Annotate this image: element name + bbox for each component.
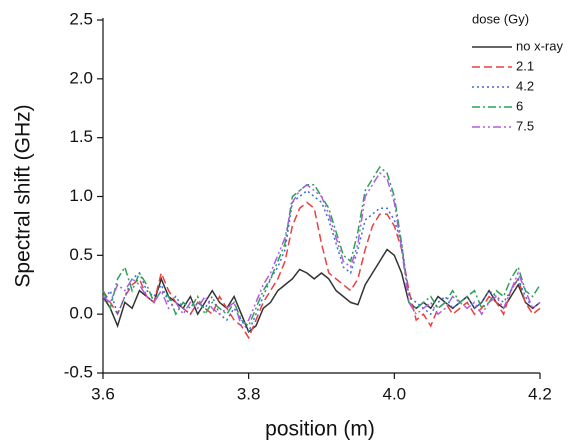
y-tick-label: 1.5 (69, 127, 93, 146)
y-tick-label: 2.5 (69, 9, 93, 28)
series-line (102, 165, 541, 328)
legend-label: no x-ray (516, 38, 563, 53)
legend-label: 7.5 (516, 118, 534, 133)
legend-label: 4.2 (516, 78, 534, 93)
y-axis-label: Spectral shift (GHz) (12, 104, 35, 287)
y-tick-label: -0.5 (64, 362, 93, 381)
x-tick-label: 3.6 (91, 384, 115, 403)
y-tick-label: 1.0 (69, 186, 93, 205)
series-line (102, 171, 541, 328)
x-axis-label: position (m) (265, 418, 375, 441)
x-tick-label: 4.2 (528, 384, 552, 403)
legend-label: 6 (516, 98, 523, 113)
series-line (102, 189, 541, 334)
x-tick-label: 3.8 (237, 384, 261, 403)
x-tick-label: 4.0 (383, 384, 407, 403)
series-line (102, 201, 541, 340)
legend-title: dose (Gy) (472, 11, 529, 26)
y-tick-label: 0.5 (69, 245, 93, 264)
y-tick-label: 2.0 (69, 68, 93, 87)
y-tick-label: 0.0 (69, 304, 93, 323)
legend-label: 2.1 (516, 58, 534, 73)
